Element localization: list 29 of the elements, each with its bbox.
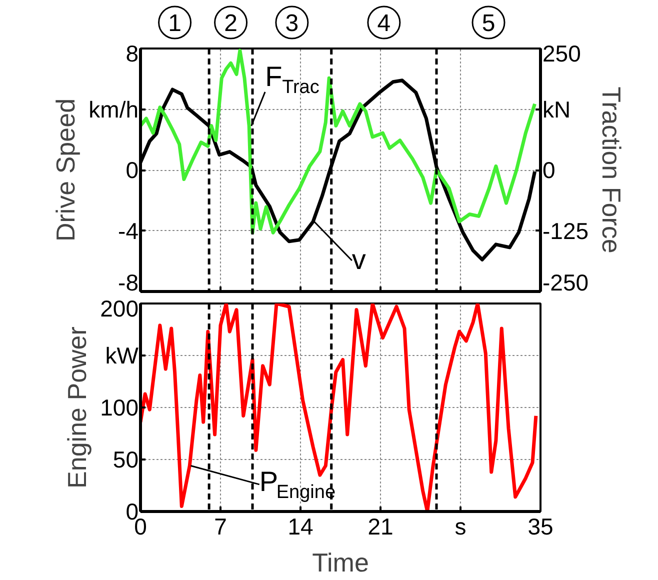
x-tick-label: 21 — [368, 514, 394, 540]
y2-tick-label: -250 — [542, 270, 589, 296]
y-axis-title: Drive Speed — [50, 98, 81, 242]
y2-axis-title: Traction Force — [596, 86, 627, 254]
y-axis-title: Engine Power — [62, 326, 92, 488]
y2-tick-label: -125 — [542, 218, 589, 244]
text: 4 — [377, 10, 391, 37]
y-tick-label: kW — [105, 342, 139, 368]
y-tick-label: -8 — [118, 270, 138, 296]
annotation: v — [352, 244, 366, 276]
x-tick-label: 14 — [288, 514, 314, 540]
y-tick-label: 100 — [100, 394, 138, 420]
y-tick-label: 8 — [126, 40, 139, 66]
y2-tick-label: kN — [542, 96, 571, 122]
text: 1 — [168, 10, 182, 37]
y-tick-label: km/h — [88, 96, 139, 122]
x-tick-label: 35 — [528, 514, 554, 540]
x-tick-label: 7 — [214, 514, 227, 540]
y2-tick-label: 250 — [542, 40, 581, 66]
y-tick-label: 200 — [100, 296, 138, 322]
y2-tick-label: 0 — [542, 157, 556, 183]
text: 3 — [285, 10, 299, 37]
y-tick-label: -4 — [118, 218, 139, 244]
text: 5 — [482, 10, 496, 37]
x-tick-label: s — [454, 514, 466, 540]
y-tick-label: 0 — [126, 157, 139, 183]
x-axis-title: Time — [312, 548, 369, 578]
text: 2 — [224, 10, 238, 37]
y-tick-label: 50 — [112, 446, 139, 472]
